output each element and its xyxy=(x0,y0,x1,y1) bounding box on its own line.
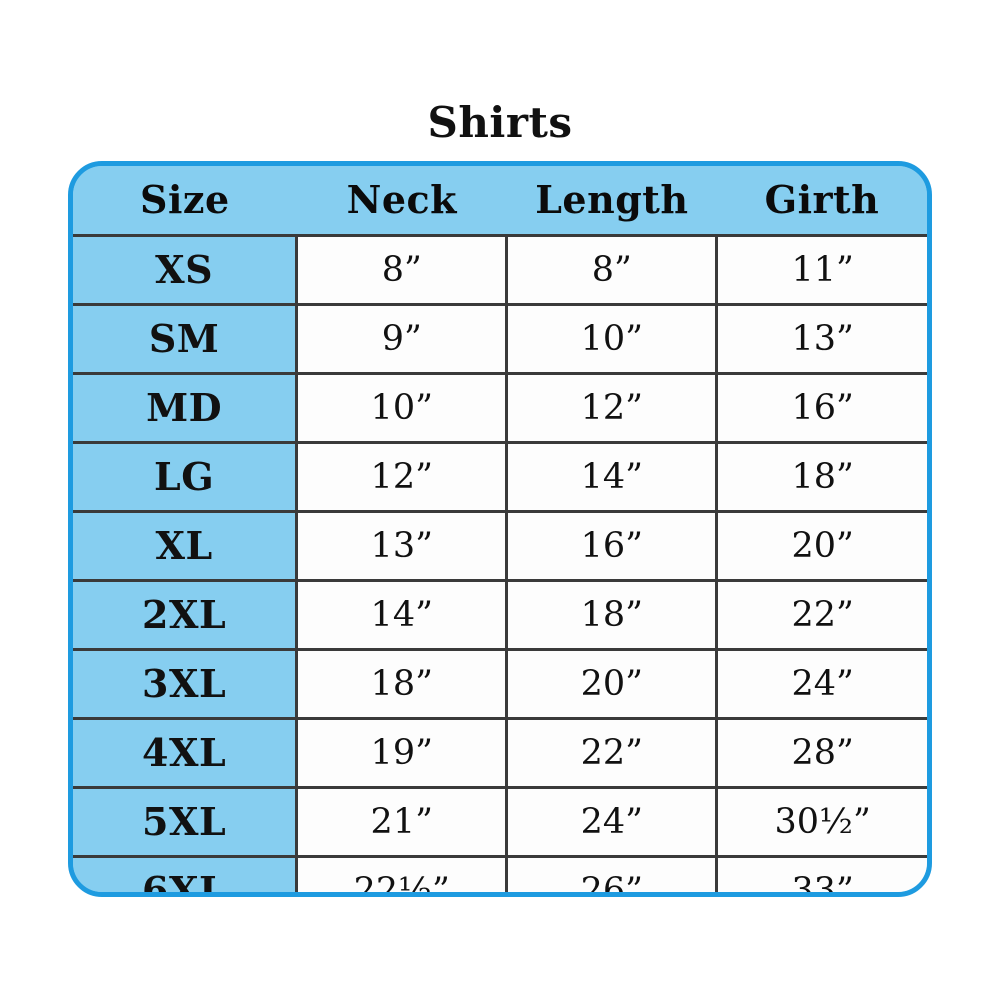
cell-girth: 11” xyxy=(716,235,927,306)
cell-size: 3XL xyxy=(73,649,299,720)
cell-girth: 28” xyxy=(716,718,927,789)
table-row: 6XL 22½” 26” 33” xyxy=(73,856,927,892)
cell-size: SM xyxy=(73,304,299,375)
cell-neck: 12” xyxy=(296,442,509,513)
cell-size: MD xyxy=(73,373,299,444)
cell-neck: 22½” xyxy=(296,856,509,892)
cell-size: 5XL xyxy=(73,787,299,858)
cell-neck: 10” xyxy=(296,373,509,444)
cell-girth: 18” xyxy=(716,442,927,513)
cell-neck: 19” xyxy=(296,718,509,789)
cell-length: 14” xyxy=(506,442,719,513)
cell-neck: 13” xyxy=(296,511,509,582)
cell-neck: 21” xyxy=(296,787,509,858)
cell-girth: 22” xyxy=(716,580,927,651)
table-body: XS 8” 8” 11” SM 9” 10” 13” MD 10” 12” 16” LG 12” 14” 18… xyxy=(73,235,927,892)
cell-length: 8” xyxy=(506,235,719,306)
cell-girth: 33” xyxy=(716,856,927,892)
cell-size: 4XL xyxy=(73,718,299,789)
table-row: 2XL 14” 18” 22” xyxy=(73,580,927,651)
cell-neck: 18” xyxy=(296,649,509,720)
cell-girth: 13” xyxy=(716,304,927,375)
page-title: Shirts xyxy=(427,98,573,147)
size-chart-panel: Size Neck Length Girth XS 8” 8” 11” SM 9” 10” 1… xyxy=(68,161,932,897)
header-row: Size Neck Length Girth xyxy=(73,166,927,237)
table-row: MD 10” 12” 16” xyxy=(73,373,927,444)
cell-size: 2XL xyxy=(73,580,299,651)
column-header-size: Size xyxy=(73,166,297,237)
cell-size: LG xyxy=(73,442,299,513)
cell-girth: 30½” xyxy=(716,787,927,858)
cell-length: 18” xyxy=(506,580,719,651)
cell-neck: 14” xyxy=(296,580,509,651)
table-row: 3XL 18” 20” 24” xyxy=(73,649,927,720)
size-chart-table: Size Neck Length Girth XS 8” 8” 11” SM 9” 10” 1… xyxy=(73,166,927,892)
cell-length: 10” xyxy=(506,304,719,375)
cell-neck: 9” xyxy=(296,304,509,375)
cell-girth: 16” xyxy=(716,373,927,444)
table-header: Size Neck Length Girth xyxy=(73,166,927,237)
cell-length: 12” xyxy=(506,373,719,444)
column-header-girth: Girth xyxy=(716,166,927,237)
cell-girth: 24” xyxy=(716,649,927,720)
cell-size: XS xyxy=(73,235,299,306)
cell-size: XL xyxy=(73,511,299,582)
cell-size: 6XL xyxy=(73,856,299,892)
table-row: 5XL 21” 24” 30½” xyxy=(73,787,927,858)
table-row: SM 9” 10” 13” xyxy=(73,304,927,375)
column-header-length: Length xyxy=(506,166,717,237)
table-row: XL 13” 16” 20” xyxy=(73,511,927,582)
cell-neck: 8” xyxy=(296,235,509,306)
cell-girth: 20” xyxy=(716,511,927,582)
table-row: LG 12” 14” 18” xyxy=(73,442,927,513)
column-header-neck: Neck xyxy=(296,166,507,237)
table-row: 4XL 19” 22” 28” xyxy=(73,718,927,789)
cell-length: 24” xyxy=(506,787,719,858)
cell-length: 16” xyxy=(506,511,719,582)
cell-length: 26” xyxy=(506,856,719,892)
table-row: XS 8” 8” 11” xyxy=(73,235,927,306)
cell-length: 22” xyxy=(506,718,719,789)
cell-length: 20” xyxy=(506,649,719,720)
